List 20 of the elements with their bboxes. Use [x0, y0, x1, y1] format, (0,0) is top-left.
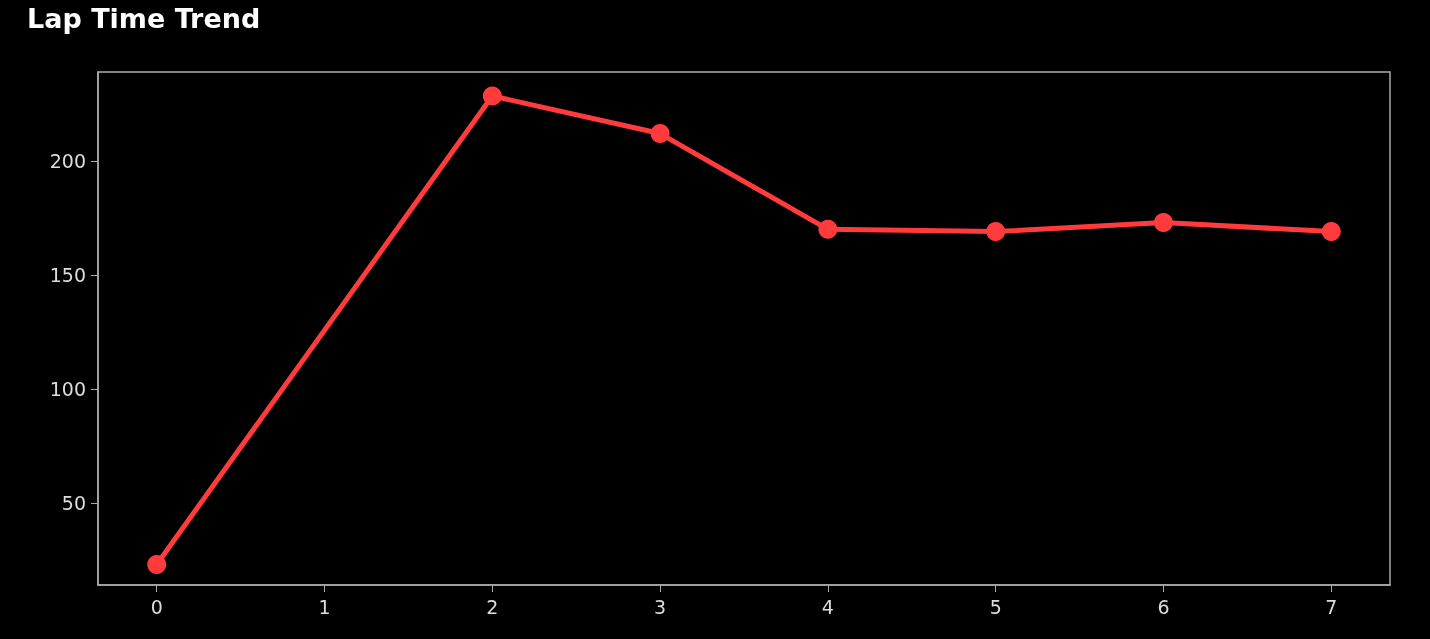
- x-tick-label: 6: [1157, 595, 1170, 618]
- x-tick-label: 5: [989, 595, 1002, 618]
- y-tick-label: 50: [61, 491, 86, 514]
- y-tick-label: 150: [49, 263, 86, 286]
- x-tick-label: 3: [654, 595, 667, 618]
- point: [986, 222, 1006, 242]
- y-tick-label: 200: [49, 149, 86, 172]
- x-tick-label: 7: [1325, 595, 1338, 618]
- point: [818, 219, 838, 239]
- point: [1321, 222, 1341, 242]
- chart-title: Lap Time Trend: [27, 3, 261, 34]
- point: [147, 554, 167, 574]
- point: [650, 124, 670, 144]
- x-tick-label: 0: [150, 595, 163, 618]
- y-tick-label: 100: [49, 377, 86, 400]
- point: [1154, 212, 1173, 232]
- x-tick-label: 2: [486, 595, 499, 618]
- x-tick-label: 1: [318, 595, 331, 618]
- x-tick-label: 4: [821, 595, 834, 618]
- point: [482, 86, 502, 106]
